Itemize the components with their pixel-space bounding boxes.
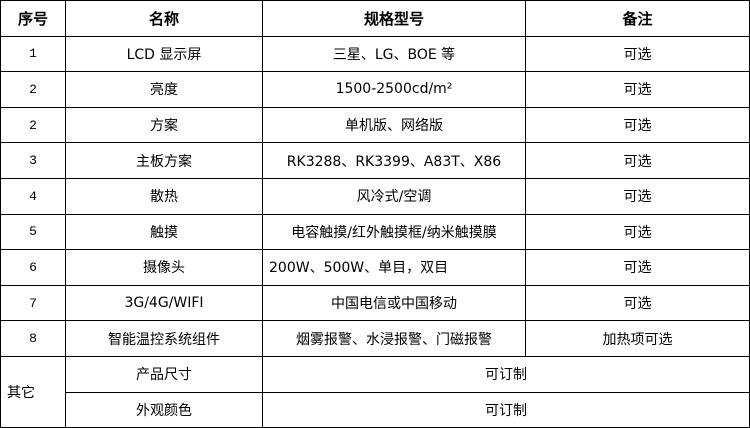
cell-name: 摄像头 [65, 249, 263, 286]
cell-note: 可选 [525, 177, 750, 215]
cell-spec: 风冷式/空调 [262, 177, 526, 215]
header-note: 备注 [525, 0, 750, 37]
table-row: 3 主板方案 RK3288、RK3399、A83T、X86 可选 [0, 142, 750, 179]
cell-note: 可选 [525, 213, 750, 251]
cell-note: 可选 [525, 142, 750, 179]
table-row-other: 外观颜色 可订制 [1, 391, 750, 428]
cell-name: 触摸 [65, 213, 263, 251]
cell-no: 2 [0, 71, 66, 108]
cell-no: 6 [0, 249, 66, 286]
cell-spec: 中国电信或中国移动 [262, 284, 526, 322]
header-name: 名称 [65, 0, 263, 37]
cell-spec: 电容触摸/红外触摸框/纳米触摸膜 [262, 213, 526, 251]
cell-note: 可选 [525, 106, 750, 144]
cell-name: 散热 [65, 177, 263, 215]
cell-no: 4 [0, 177, 66, 215]
cell-name: 外观颜色 [65, 391, 263, 428]
cell-spec: 单机版、网络版 [262, 106, 526, 144]
table-row: 7 3G/4G/WIFI 中国电信或中国移动 可选 [0, 284, 750, 322]
cell-note: 可选 [525, 35, 750, 73]
cell-name: 3G/4G/WIFI [65, 284, 263, 322]
header-row: 序号 名称 规格型号 备注 [0, 0, 750, 37]
cell-value: 可订制 [262, 391, 750, 428]
cell-no: 2 [0, 106, 66, 144]
cell-no: 3 [0, 142, 66, 179]
cell-name: 智能温控系统组件 [65, 320, 263, 357]
cell-note: 加热项可选 [525, 320, 750, 357]
table-row: 2 方案 单机版、网络版 可选 [0, 106, 750, 144]
cell-note: 可选 [525, 71, 750, 108]
cell-note: 可选 [525, 249, 750, 286]
cell-name: 亮度 [65, 71, 263, 108]
table-row: 6 摄像头 200W、500W、单目，双目 可选 [0, 249, 750, 286]
cell-other-label: 其它 [0, 355, 66, 428]
cell-spec: RK3288、RK3399、A83T、X86 [262, 142, 526, 179]
cell-value: 可订制 [262, 355, 750, 393]
table-row: 4 散热 风冷式/空调 可选 [0, 177, 750, 215]
cell-spec: 烟雾报警、水浸报警、门磁报警 [262, 320, 526, 357]
cell-no: 8 [0, 320, 66, 357]
cell-spec: 200W、500W、单目，双目 [262, 249, 526, 286]
table-row-other: 其它 产品尺寸 可订制 [0, 355, 750, 428]
cell-spec: 三星、LG、BOE 等 [262, 35, 526, 73]
cell-spec: 1500-2500cd/m² [262, 71, 526, 108]
cell-name: 方案 [65, 106, 263, 144]
cell-no: 7 [0, 284, 66, 322]
header-no: 序号 [0, 0, 66, 37]
table-row: 8 智能温控系统组件 烟雾报警、水浸报警、门磁报警 加热项可选 [0, 320, 750, 357]
cell-no: 5 [0, 213, 66, 251]
cell-note: 可选 [525, 284, 750, 322]
table-row: 2 亮度 1500-2500cd/m² 可选 [0, 71, 750, 108]
cell-name: LCD 显示屏 [65, 35, 263, 73]
cell-name: 产品尺寸 [65, 355, 263, 393]
header-spec: 规格型号 [262, 0, 526, 37]
cell-name: 主板方案 [65, 142, 263, 179]
cell-no: 1 [0, 35, 66, 73]
table-row: 1 LCD 显示屏 三星、LG、BOE 等 可选 [0, 35, 750, 73]
table-row: 5 触摸 电容触摸/红外触摸框/纳米触摸膜 可选 [0, 213, 750, 251]
